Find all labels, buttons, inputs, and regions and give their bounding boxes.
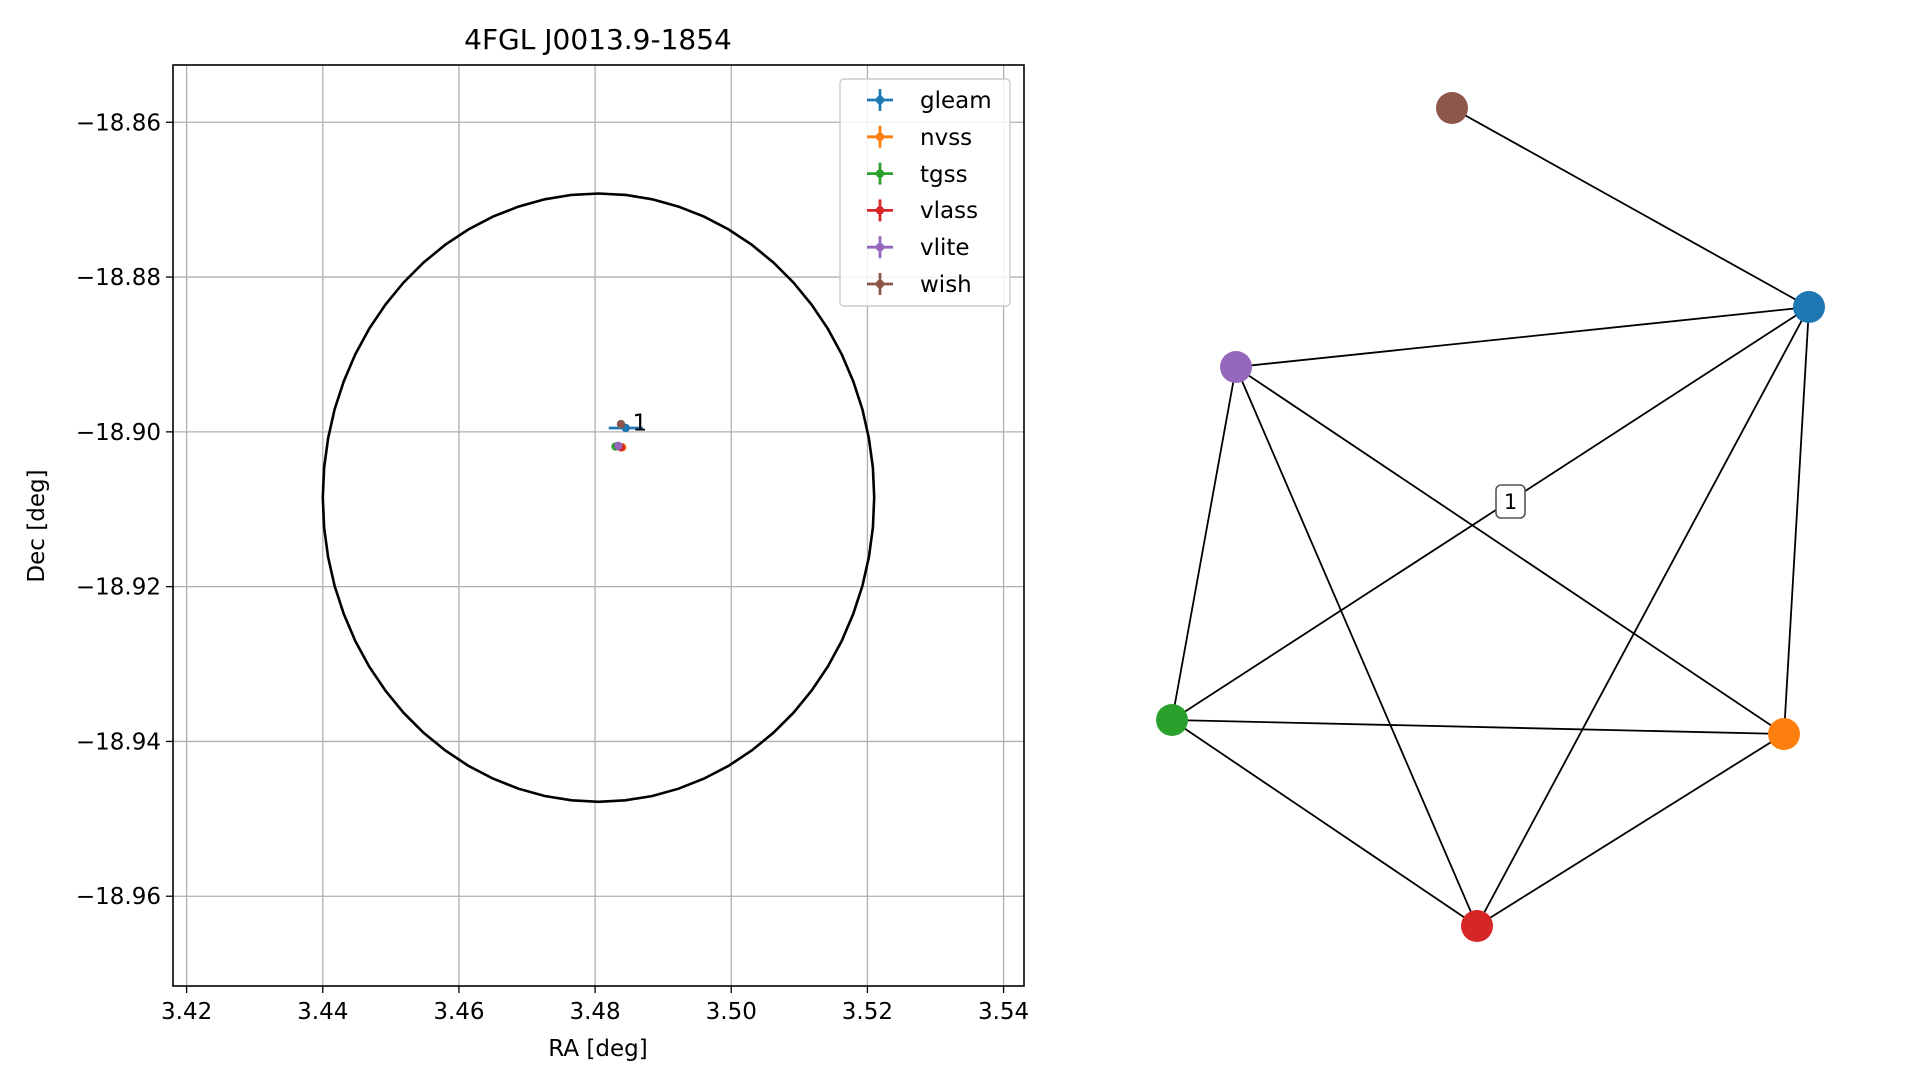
- edge-wish-gleam: [1451, 107, 1810, 308]
- edge-vlite-vlass: [1235, 366, 1478, 927]
- legend-marker-tgss: [867, 162, 893, 185]
- legend-entry: nvss: [867, 125, 972, 151]
- edge-label-frame: [1495, 484, 1526, 519]
- legend-entries: gleam nvss tgss vlass vlite: [867, 88, 992, 298]
- node-nvss: [1768, 718, 1800, 750]
- error-ellipse: [321, 192, 876, 804]
- data-point-wish: [616, 419, 626, 429]
- x-tick-label: 3.42: [161, 999, 212, 1025]
- node-vlass: [1461, 910, 1493, 942]
- edge-tgss-nvss: [1171, 719, 1785, 735]
- x-tick-label: 3.46: [433, 999, 484, 1025]
- legend-label: vlass: [920, 198, 978, 224]
- legend-label: tgss: [920, 162, 968, 188]
- y-axis-ticks: −18.86 −18.88 −18.90 −18.92 −18.94 −18.96: [76, 110, 173, 910]
- y-tick-label: −18.92: [76, 575, 161, 601]
- legend-label: vlite: [920, 235, 970, 261]
- edge-vlite-tgss: [1171, 366, 1237, 721]
- edge-gleam-nvss: [1783, 306, 1810, 735]
- edge-tgss-vlass: [1171, 719, 1478, 927]
- x-tick-label: 3.44: [297, 999, 348, 1025]
- nodes-layer: [1156, 92, 1825, 942]
- points-layer: [608, 419, 643, 452]
- edge-gleam-vlite: [1235, 306, 1810, 368]
- y-tick-label: −18.86: [76, 110, 161, 136]
- legend-label: nvss: [920, 125, 972, 151]
- node-vlite: [1220, 351, 1252, 383]
- edge-gleam-vlass: [1476, 306, 1810, 927]
- legend-entry: wish: [867, 272, 972, 298]
- legend-marker-gleam: [867, 89, 893, 111]
- y-tick-label: −18.88: [76, 265, 161, 291]
- x-axis-label: RA [deg]: [548, 1036, 647, 1062]
- y-tick-label: −18.94: [76, 729, 161, 755]
- node-wish: [1436, 92, 1468, 124]
- legend-marker-vlite: [867, 236, 893, 259]
- edge-gleam-tgss: [1171, 306, 1810, 721]
- y-axis-label: Dec [deg]: [24, 469, 50, 582]
- legend-entry: gleam: [867, 88, 992, 114]
- x-tick-label: 3.50: [706, 999, 757, 1025]
- edges-layer: [1171, 107, 1810, 927]
- legend-label: gleam: [920, 88, 992, 114]
- y-tick-label: −18.90: [76, 420, 161, 446]
- x-axis-ticks: 3.42 3.44 3.46 3.48 3.50 3.52 3.54: [161, 986, 1029, 1025]
- chart-title: 4FGL J0013.9-1854: [464, 23, 732, 56]
- edge-label-text: 1: [1504, 490, 1517, 514]
- edge-vlite-nvss: [1235, 366, 1785, 735]
- scatter-chart: 1 3.42 3.44 3.46 3.48 3.50 3.52 3.54 −18.86−18…: [24, 23, 1029, 1062]
- node-gleam: [1793, 291, 1825, 323]
- data-point-vlite: [614, 441, 623, 450]
- edge-vlass-nvss: [1476, 733, 1785, 927]
- legend-entry: tgss: [867, 162, 968, 188]
- legend-label: wish: [920, 272, 972, 298]
- legend-entry: vlite: [867, 235, 970, 261]
- plot-area-frame: [172, 64, 1025, 987]
- ellipse-layer: [321, 192, 876, 804]
- annotation-label: 1: [633, 411, 648, 437]
- edge-label-box: 1: [1495, 484, 1526, 519]
- legend-entry: vlass: [867, 198, 978, 224]
- x-tick-label: 3.52: [842, 999, 893, 1025]
- legend-marker-wish: [867, 273, 893, 295]
- x-tick-label: 3.48: [569, 999, 620, 1025]
- y-tick-label: −18.96: [76, 884, 161, 910]
- legend-marker-vlass: [867, 199, 893, 222]
- network-graph: 1: [1156, 92, 1825, 942]
- x-tick-label: 3.54: [978, 999, 1029, 1025]
- legend: gleam nvss tgss vlass vlite: [839, 78, 1011, 307]
- node-tgss: [1156, 704, 1188, 736]
- legend-marker-nvss: [867, 125, 893, 148]
